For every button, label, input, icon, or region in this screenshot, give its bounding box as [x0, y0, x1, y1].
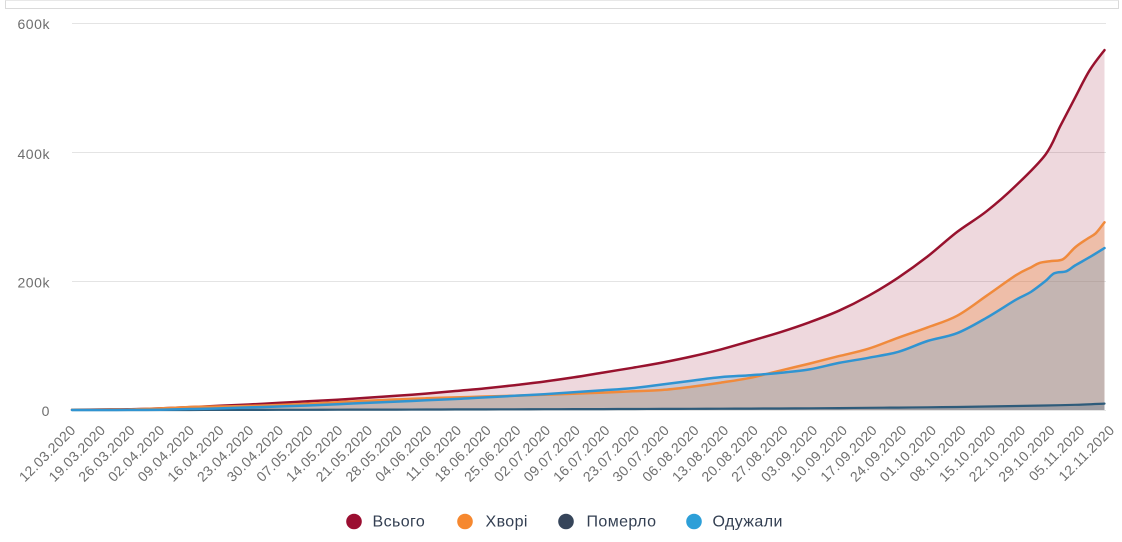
svg-text:Хворі: Хворі [486, 514, 528, 531]
svg-text:0: 0 [42, 403, 50, 419]
svg-text:Померло: Померло [587, 514, 657, 531]
svg-text:Одужали: Одужали [713, 514, 783, 531]
svg-text:600k: 600k [17, 16, 50, 32]
svg-text:200k: 200k [17, 275, 50, 291]
svg-text:Всього: Всього [373, 514, 426, 531]
svg-text:400k: 400k [17, 146, 50, 162]
